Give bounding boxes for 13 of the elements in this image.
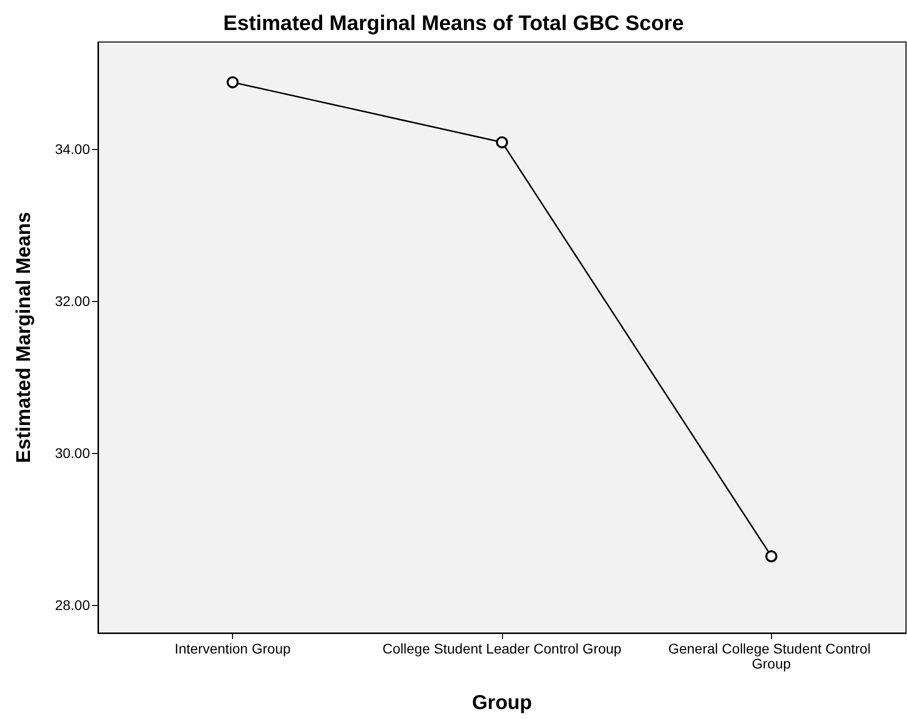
- y-tick-label: 28.00: [54, 596, 90, 613]
- x-axis-title: Group: [472, 692, 532, 714]
- point: [496, 136, 508, 148]
- y-tick-label: 30.00: [54, 444, 90, 461]
- x-tick-label: Intervention Group: [174, 640, 291, 656]
- y-tick-label: 34.00: [54, 141, 90, 158]
- y-axis-title: Estimated Marginal Means: [13, 212, 35, 464]
- point: [765, 550, 778, 562]
- chart-title: Estimated Marginal Means of Total GBC Score: [223, 12, 684, 35]
- y-tick-label: 32.00: [54, 293, 90, 310]
- x-tick-label: General College Student Control Group: [668, 640, 874, 672]
- x-tick-label: College Student Leader Control Group: [382, 640, 622, 656]
- point: [226, 76, 239, 88]
